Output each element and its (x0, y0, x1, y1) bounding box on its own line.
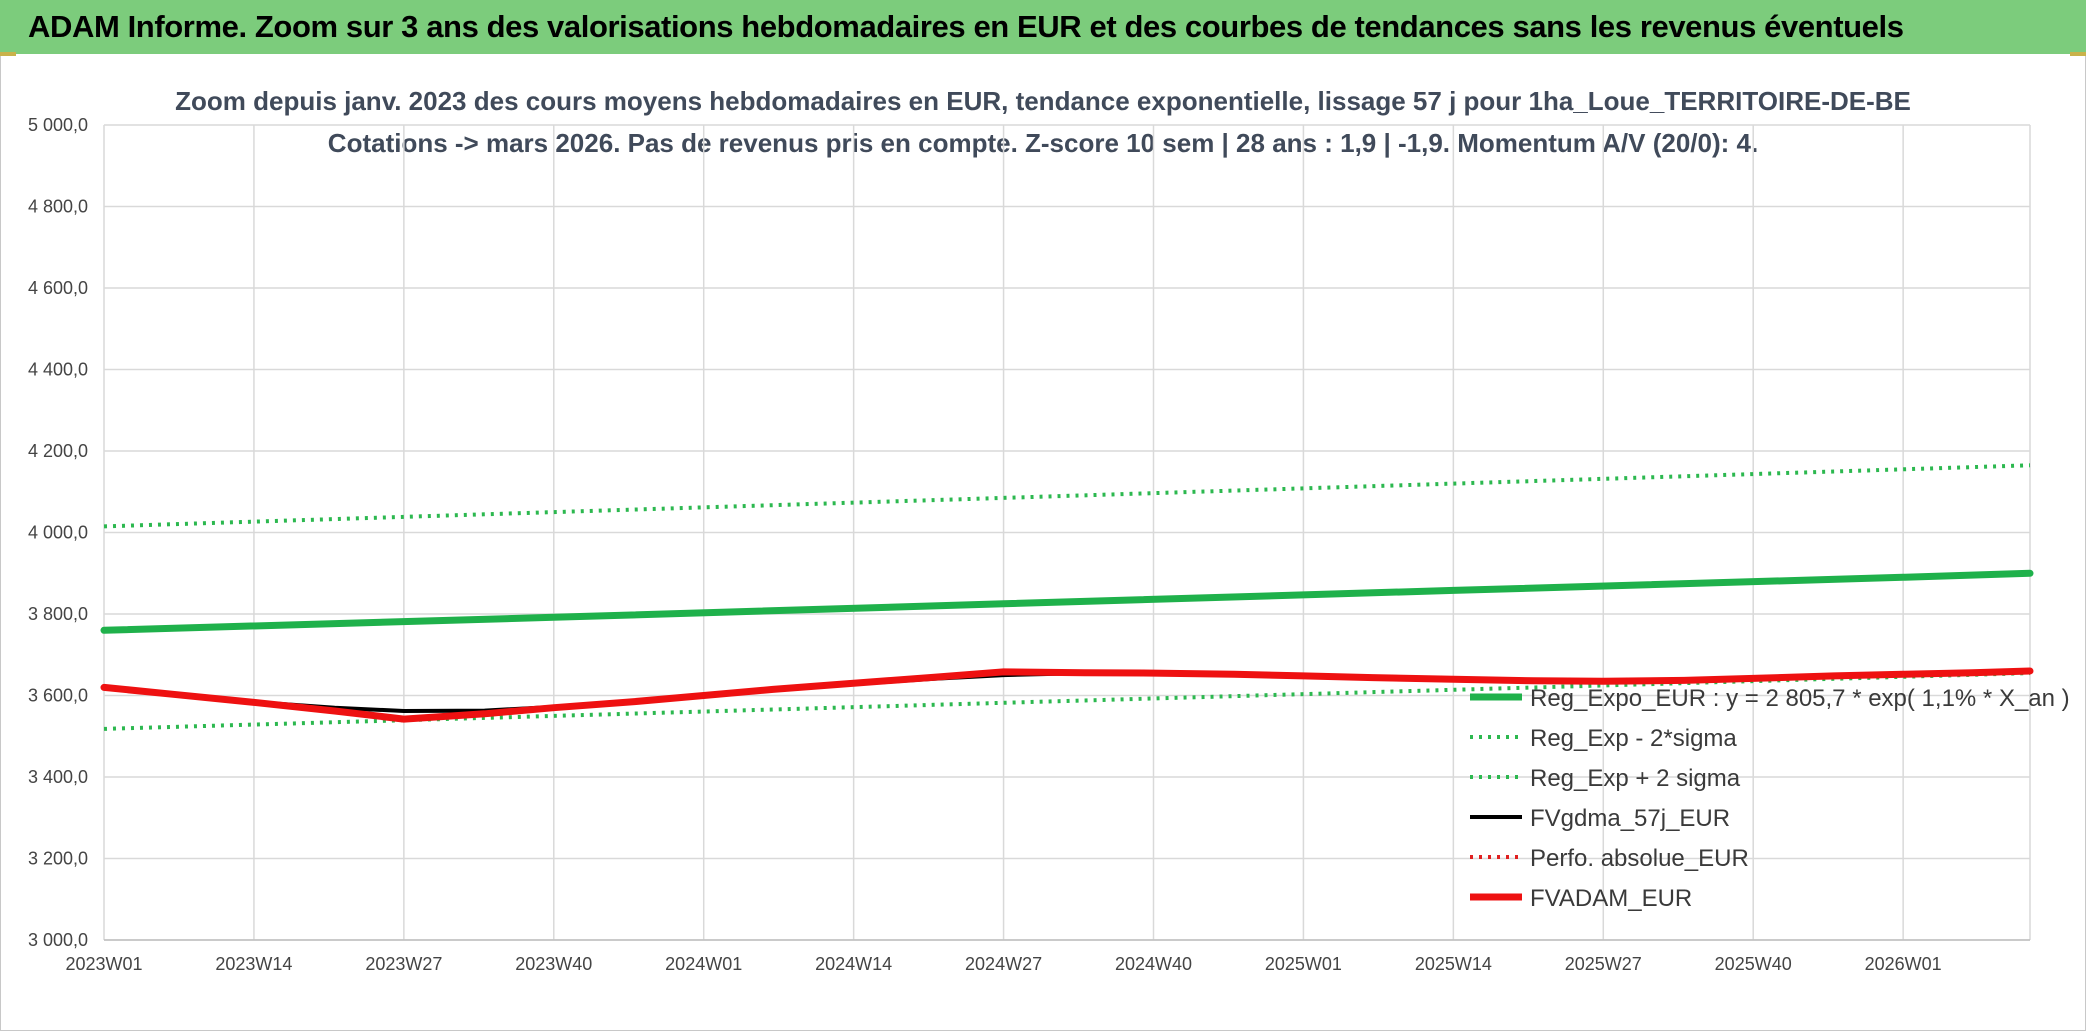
x-tick-label: 2024W01 (665, 954, 742, 974)
x-tick-label: 2024W40 (1115, 954, 1192, 974)
legend-label-reg-exp-2-sigma: Reg_Exp - 2*sigma (1530, 725, 1737, 752)
x-tick-label: 2025W27 (1565, 954, 1642, 974)
x-tick-label: 2023W40 (515, 954, 592, 974)
series-line-fvadam-eur (100, 667, 2034, 723)
series-line-reg-exp-2-sigma (103, 463, 2031, 529)
y-tick-label: 4 800,0 (28, 197, 88, 217)
axes: 3 000,0 3 200,0 3 400,0 3 600,0 3 800,0 4 000… (28, 115, 2030, 974)
x-tick-label: 2024W14 (815, 954, 892, 974)
x-tick-label: 2024W27 (965, 954, 1042, 974)
x-tick-label: 2023W27 (365, 954, 442, 974)
chart-subtitle: Cotations -> mars 2026. Pas de revenus p… (327, 128, 1759, 158)
banner-corner-left (0, 52, 16, 56)
y-tick-label: 3 000,0 (28, 930, 88, 950)
y-tick-label: 5 000,0 (28, 115, 88, 135)
x-tick-label: 2025W01 (1265, 954, 1342, 974)
y-tick-label: 4 600,0 (28, 278, 88, 298)
legend-label-fvgdma-57j-eur: FVgdma_57j_EUR (1530, 805, 1730, 832)
legend-label-reg-exp-2-sigma: Reg_Exp + 2 sigma (1530, 765, 1741, 792)
legend-label-fvadam-eur: FVADAM_EUR (1530, 885, 1692, 912)
x-tick-label: 2026W01 (1865, 954, 1942, 974)
series-group (100, 463, 2034, 731)
series-line-reg-expo-eur-y-2-805-7-exp-1-1-x-an (100, 569, 2034, 634)
legend-label-perfo-absolue-eur: Perfo. absolue_EUR (1530, 845, 1749, 872)
x-tick-label: 2023W01 (65, 954, 142, 974)
y-tick-label: 4 200,0 (28, 441, 88, 461)
banner-corner-right (2070, 52, 2086, 56)
y-tick-label: 3 600,0 (28, 686, 88, 706)
x-tick-label: 2025W40 (1715, 954, 1792, 974)
legend: Reg_Expo_EUR : y = 2 805,7 * exp( 1,1% *… (1470, 685, 2070, 912)
y-tick-label: 4 000,0 (28, 523, 88, 543)
grid (103, 124, 2031, 941)
y-tick-label: 3 400,0 (28, 767, 88, 787)
y-tick-label: 3 800,0 (28, 604, 88, 624)
legend-label-reg-expo-eur-y-2-805-7-exp-1-1-x-an: Reg_Expo_EUR : y = 2 805,7 * exp( 1,1% *… (1530, 685, 2070, 712)
x-tick-label: 2023W14 (215, 954, 292, 974)
y-tick-label: 4 400,0 (28, 360, 88, 380)
banner-title: ADAM Informe. Zoom sur 3 ans des valoris… (28, 9, 1904, 44)
report-banner: ADAM Informe. Zoom sur 3 ans des valoris… (0, 0, 2086, 56)
y-tick-label: 3 200,0 (28, 849, 88, 869)
x-tick-label: 2025W14 (1415, 954, 1492, 974)
chart-title: Zoom depuis janv. 2023 des cours moyens … (175, 86, 1911, 116)
